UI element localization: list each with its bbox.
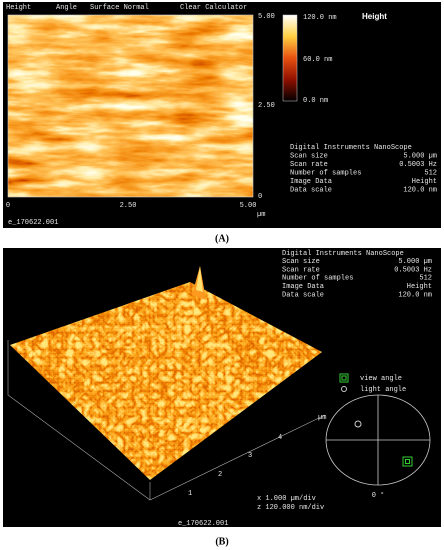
info-key: Scan rate (290, 161, 328, 169)
info-title: Digital Instruments NanoScope (282, 250, 404, 258)
axis-box (7, 340, 326, 501)
info-key: Scan size (282, 258, 320, 266)
view-angle-icon (339, 373, 349, 383)
tick-label: 5.00 (240, 202, 257, 210)
info-key: Scan rate (282, 266, 320, 274)
view-marker[interactable] (402, 456, 413, 467)
light-angle-icon (341, 386, 347, 392)
tick-label: 2.50 (120, 202, 137, 210)
view-marker[interactable] (405, 459, 410, 464)
filename: e_170622.001 (8, 219, 58, 227)
tick-label: 5.00 (258, 13, 275, 21)
info-value: Height (407, 283, 432, 291)
colorbar (282, 14, 298, 102)
info-value: 512 (419, 275, 432, 283)
image-frame (7, 14, 254, 198)
colorbar-label: 60.0 nm (303, 56, 332, 64)
info-key: Data scale (290, 186, 332, 194)
view-angle: view angle (360, 375, 402, 383)
info-value: 120.0 nm (398, 291, 432, 299)
info-value: 0.5003 Hz (399, 161, 437, 169)
panel-label: (A) (215, 233, 229, 244)
filename: e_170622.001 (178, 520, 228, 528)
axis-tick: 4 (278, 434, 282, 442)
info-title: Digital Instruments NanoScope (290, 144, 412, 152)
light-angle: light angle (360, 386, 406, 394)
menu-item[interactable]: Surface Normal (90, 4, 149, 12)
surface-3d (10, 282, 322, 480)
axis-tick: 3 (248, 452, 252, 460)
info-key: Scan size (290, 152, 328, 160)
height-image (8, 15, 253, 197)
info-value: 0.5003 Hz (394, 266, 432, 274)
menu-item[interactable]: Height (6, 4, 31, 12)
tick-label: 2.50 (258, 102, 275, 110)
colorbar-title: Height (362, 12, 387, 21)
info-value: Height (412, 178, 437, 186)
info-value: 5.000 µm (398, 258, 432, 266)
info-key: Number of samples (282, 275, 353, 283)
unit: µm (257, 211, 265, 219)
info-value: 512 (424, 169, 437, 177)
x-scale: x 1.000 µm/div (257, 495, 316, 503)
tick-label: 0 (6, 202, 10, 210)
info-value: 120.0 nm (403, 186, 437, 194)
panel-label: (B) (215, 536, 228, 547)
unit: µm (318, 414, 326, 422)
info-key: Image Data (282, 283, 324, 291)
view-angle-icon (341, 375, 347, 381)
axis-tick: 1 (188, 490, 192, 498)
info-key: Number of samples (290, 169, 361, 177)
colorbar-label: 0.0 nm (303, 97, 328, 105)
surface-peak (196, 266, 203, 292)
axis-tick: 2 (218, 471, 222, 479)
info-key: Image Data (290, 178, 332, 186)
tick-label: 0 (258, 193, 262, 201)
colorbar-label: 120.0 nm (303, 14, 337, 22)
z-scale: z 120.000 nm/div (257, 504, 324, 512)
info-key: Data scale (282, 291, 324, 299)
menu-item[interactable]: Clear Calculator (180, 4, 247, 12)
light-marker[interactable] (354, 420, 362, 428)
dial-label: 0 ° (372, 491, 385, 500)
menu-item[interactable]: Angle (56, 4, 77, 12)
info-value: 5.000 µm (403, 152, 437, 160)
